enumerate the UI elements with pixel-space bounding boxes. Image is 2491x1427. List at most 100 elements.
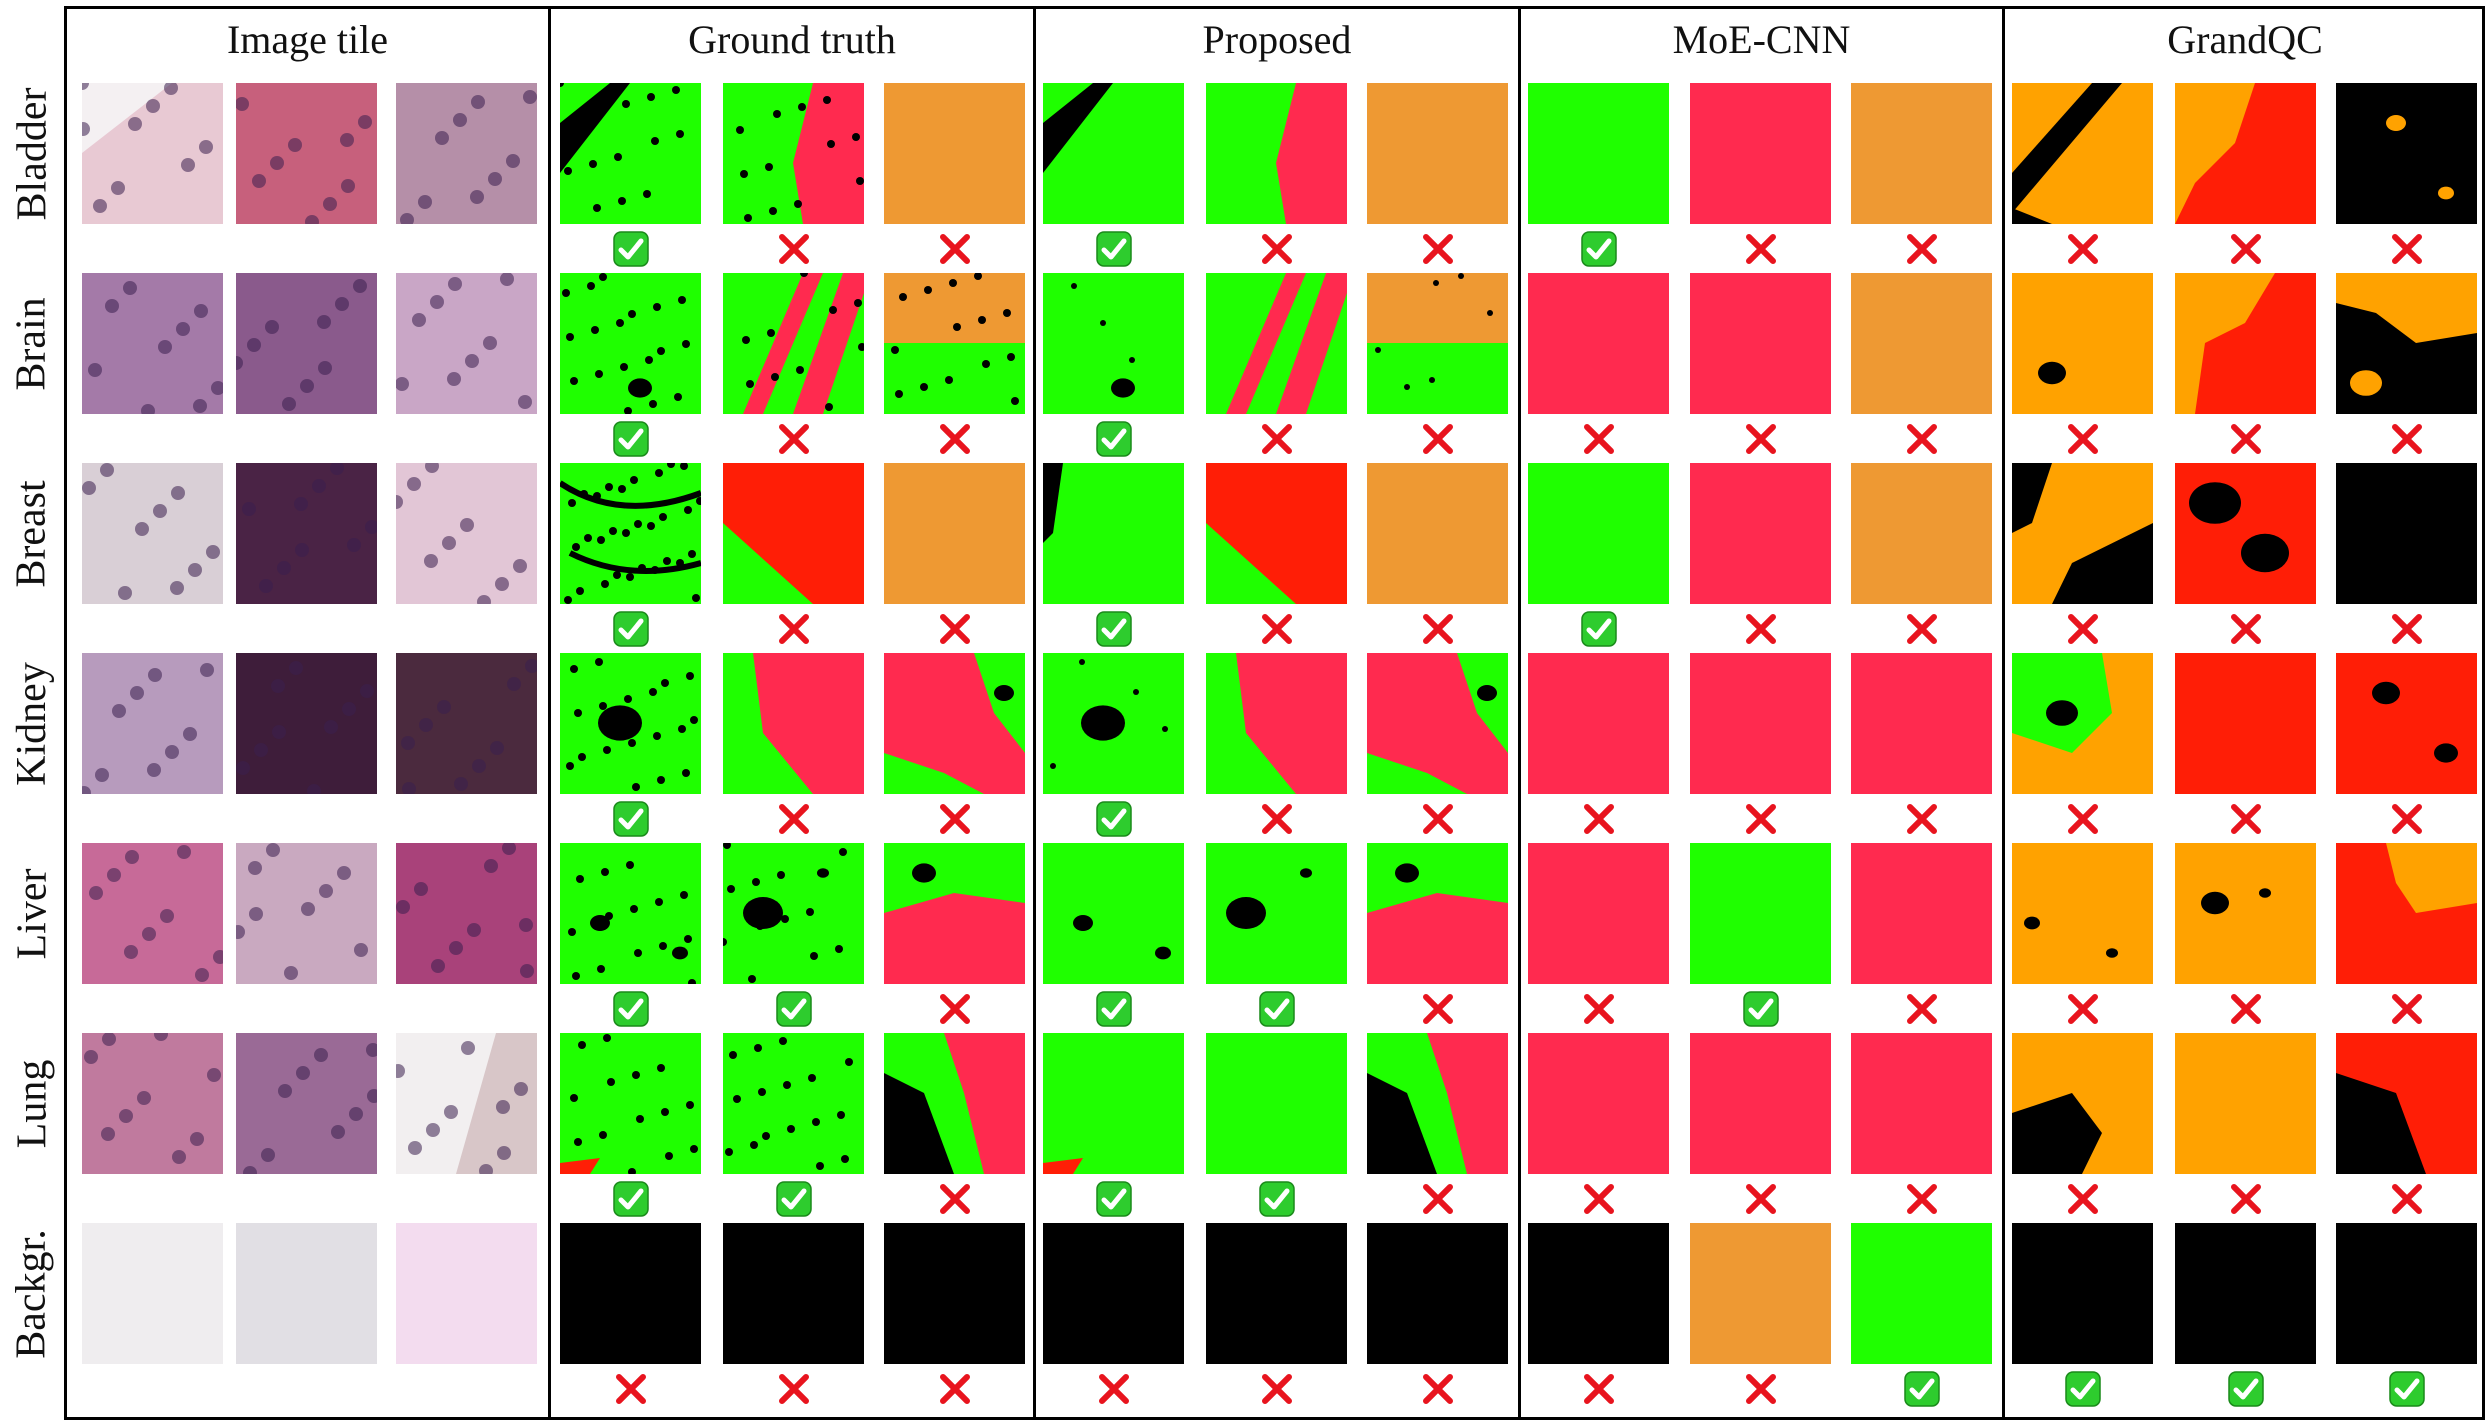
proposed-mask-liver bbox=[1206, 843, 1347, 984]
column-divider bbox=[1518, 6, 1521, 1420]
cross-mark-icon bbox=[1743, 421, 1779, 457]
proposed-mask-kidney bbox=[1367, 653, 1508, 794]
proposed-mask-kidney bbox=[1043, 653, 1184, 794]
cross-mark-icon bbox=[1259, 231, 1295, 267]
grandqc-mask-kidney bbox=[2175, 653, 2316, 794]
moe-cnn-mask-bladder bbox=[1851, 83, 1992, 224]
check-mark-icon bbox=[1096, 611, 1132, 647]
figure-frame bbox=[64, 6, 2485, 1420]
moe-cnn-mask-brain bbox=[1851, 273, 1992, 414]
ground-truth-mask-lung bbox=[560, 1033, 701, 1174]
ground-truth-mask-bladder bbox=[884, 83, 1025, 224]
ground-truth-mask-liver bbox=[560, 843, 701, 984]
image-tile-brain bbox=[396, 273, 537, 414]
proposed-mask-breast bbox=[1206, 463, 1347, 604]
cross-mark-icon bbox=[1259, 801, 1295, 837]
grandqc-mask-bladder bbox=[2175, 83, 2316, 224]
moe-cnn-mask-breast bbox=[1528, 463, 1669, 604]
grandqc-mask-background bbox=[2012, 1223, 2153, 1364]
check-mark-icon bbox=[1096, 1181, 1132, 1217]
moe-cnn-mask-bladder bbox=[1690, 83, 1831, 224]
ground-truth-mask-breast bbox=[723, 463, 864, 604]
column-divider bbox=[1033, 6, 1036, 1420]
check-mark-icon bbox=[1259, 1181, 1295, 1217]
row-label-background: Backgr. bbox=[9, 1228, 55, 1359]
cross-mark-icon bbox=[2228, 611, 2264, 647]
cross-mark-icon bbox=[1420, 421, 1456, 457]
grandqc-mask-lung bbox=[2012, 1033, 2153, 1174]
proposed-mask-breast bbox=[1043, 463, 1184, 604]
proposed-mask-lung bbox=[1367, 1033, 1508, 1174]
grandqc-mask-lung bbox=[2336, 1033, 2477, 1174]
check-mark-icon bbox=[776, 1181, 812, 1217]
row-label-liver: Liver bbox=[9, 868, 56, 959]
image-tile-kidney bbox=[82, 653, 223, 794]
check-mark-icon bbox=[1259, 991, 1295, 1027]
image-tile-background bbox=[82, 1223, 223, 1364]
proposed-mask-brain bbox=[1367, 273, 1508, 414]
cross-mark-icon bbox=[613, 1371, 649, 1407]
cross-mark-icon bbox=[1581, 1181, 1617, 1217]
check-mark-icon bbox=[613, 611, 649, 647]
ground-truth-mask-kidney bbox=[560, 653, 701, 794]
grandqc-mask-brain bbox=[2336, 273, 2477, 414]
check-mark-icon bbox=[776, 991, 812, 1027]
ground-truth-mask-brain bbox=[884, 273, 1025, 414]
cross-mark-icon bbox=[2065, 421, 2101, 457]
check-mark-icon bbox=[2065, 1371, 2101, 1407]
check-mark-icon bbox=[613, 421, 649, 457]
check-mark-icon bbox=[1581, 231, 1617, 267]
check-mark-icon bbox=[613, 801, 649, 837]
cross-mark-icon bbox=[937, 421, 973, 457]
proposed-mask-liver bbox=[1043, 843, 1184, 984]
check-mark-icon bbox=[2389, 1371, 2425, 1407]
proposed-mask-lung bbox=[1206, 1033, 1347, 1174]
moe-cnn-mask-brain bbox=[1690, 273, 1831, 414]
moe-cnn-mask-kidney bbox=[1528, 653, 1669, 794]
ground-truth-mask-liver bbox=[884, 843, 1025, 984]
header-grandqc: GrandQC bbox=[2167, 17, 2323, 62]
check-mark-icon bbox=[2228, 1371, 2264, 1407]
ground-truth-mask-background bbox=[723, 1223, 864, 1364]
header-image-tile: Image tile bbox=[226, 17, 389, 62]
header-proposed: Proposed bbox=[1202, 17, 1352, 62]
moe-cnn-mask-lung bbox=[1528, 1033, 1669, 1174]
proposed-mask-brain bbox=[1206, 273, 1347, 414]
cross-mark-icon bbox=[1259, 1371, 1295, 1407]
cross-mark-icon bbox=[2389, 1181, 2425, 1217]
grandqc-mask-kidney bbox=[2012, 653, 2153, 794]
check-mark-icon bbox=[1904, 1371, 1940, 1407]
cross-mark-icon bbox=[2228, 421, 2264, 457]
moe-cnn-mask-background bbox=[1851, 1223, 1992, 1364]
grandqc-mask-brain bbox=[2012, 273, 2153, 414]
image-tile-lung bbox=[396, 1033, 537, 1174]
moe-cnn-mask-liver bbox=[1690, 843, 1831, 984]
ground-truth-mask-brain bbox=[560, 273, 701, 414]
cross-mark-icon bbox=[937, 611, 973, 647]
cross-mark-icon bbox=[1743, 231, 1779, 267]
image-tile-background bbox=[236, 1223, 377, 1364]
cross-mark-icon bbox=[937, 801, 973, 837]
moe-cnn-mask-kidney bbox=[1851, 653, 1992, 794]
image-tile-brain bbox=[82, 273, 223, 414]
cross-mark-icon bbox=[2389, 611, 2425, 647]
moe-cnn-mask-bladder bbox=[1528, 83, 1669, 224]
proposed-mask-background bbox=[1206, 1223, 1347, 1364]
grandqc-mask-lung bbox=[2175, 1033, 2316, 1174]
cross-mark-icon bbox=[776, 1371, 812, 1407]
cross-mark-icon bbox=[2228, 991, 2264, 1027]
cross-mark-icon bbox=[2065, 991, 2101, 1027]
image-tile-breast bbox=[82, 463, 223, 604]
cross-mark-icon bbox=[2065, 1181, 2101, 1217]
cross-mark-icon bbox=[776, 611, 812, 647]
cross-mark-icon bbox=[776, 421, 812, 457]
grandqc-mask-liver bbox=[2175, 843, 2316, 984]
ground-truth-mask-breast bbox=[884, 463, 1025, 604]
cross-mark-icon bbox=[2065, 231, 2101, 267]
proposed-mask-background bbox=[1367, 1223, 1508, 1364]
ground-truth-mask-kidney bbox=[884, 653, 1025, 794]
cross-mark-icon bbox=[1743, 1181, 1779, 1217]
ground-truth-mask-lung bbox=[723, 1033, 864, 1174]
moe-cnn-mask-liver bbox=[1851, 843, 1992, 984]
